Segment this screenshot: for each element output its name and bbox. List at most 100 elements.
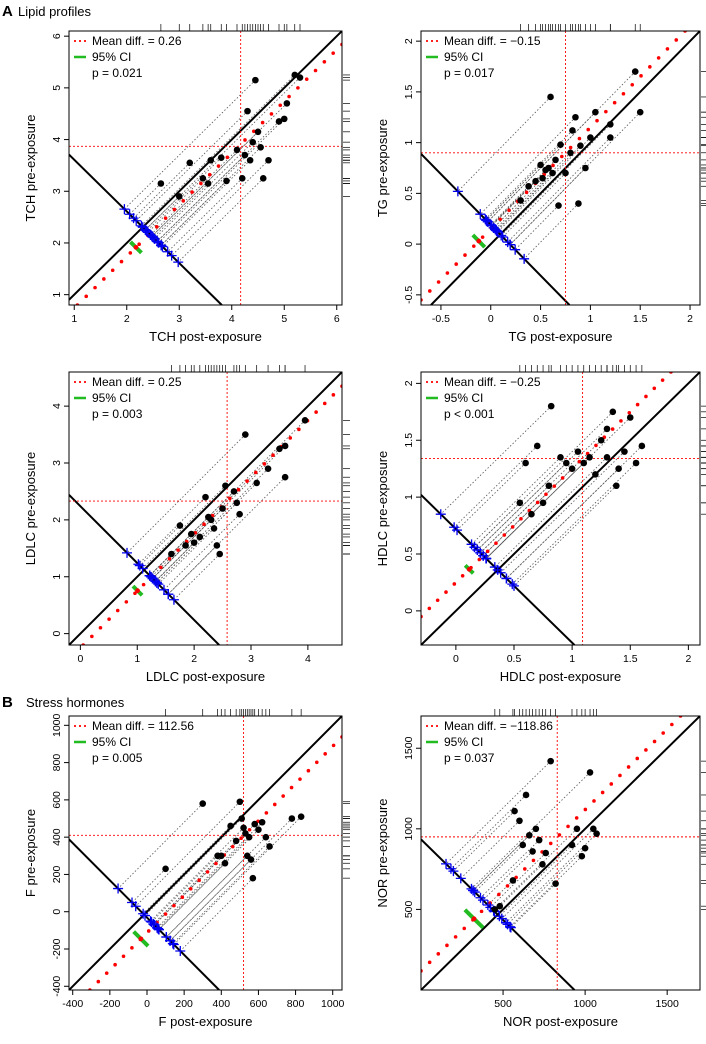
connector-line [142,825,231,915]
projection-mark [502,237,513,248]
mean-diff-dot [626,765,631,769]
x-tick-label: 500 [494,998,512,1010]
data-point [265,156,272,164]
y-tick-label: 2 [403,38,415,44]
mean-diff-dot [272,802,277,807]
mean-diff-dot [583,807,588,812]
x-axis-label: LDLC post-exposure [146,669,265,684]
data-point [581,844,589,852]
mean-diff-dot [197,878,201,883]
connector-line [160,180,227,246]
ci-mean-dot [466,566,472,572]
projection-mark [119,204,130,215]
connector-line [147,178,204,233]
plot-frame [68,715,343,991]
connector-line [151,855,218,923]
data-point [557,141,564,148]
mean-diff-dot [522,867,527,871]
mean-diff-dot [93,285,97,290]
connector-line [472,834,530,891]
x-tick-label: 0 [453,653,459,665]
connector-line [471,457,561,545]
data-point [252,76,259,84]
projection-mark [505,921,516,932]
plot-frame [68,30,343,306]
mean-diff-dot [452,582,457,586]
connector-line [509,167,586,245]
projection-mark [490,224,501,235]
mean-diff-dot [322,401,327,406]
y-tick-label: 0 [51,631,63,637]
mean-diff-dot [146,929,151,933]
mean-diff-dot [661,731,665,735]
data-point [276,445,283,453]
mean-diff-dot [498,217,503,222]
y-tick-label: 1000 [51,713,63,737]
x-tick-label: 200 [175,998,193,1010]
x-tick-label: 5 [281,313,287,325]
x-tick-label: 800 [287,998,305,1010]
connector-line [162,159,251,247]
data-point [258,818,266,826]
y-tick-label: 5 [51,85,63,91]
mean-diff-dot [228,496,232,501]
mean-diff-dot [288,436,293,440]
projection-mark [466,883,477,894]
y-tick-label: 4 [51,136,63,142]
mean-diff-dot [462,926,467,931]
y-tick-label: 400 [51,828,63,846]
connector-line [511,462,637,585]
identity-line [69,372,342,645]
mean-diff-dot [445,943,449,948]
connector-line [506,468,619,579]
connector-line [460,820,520,879]
connector-line [490,852,547,908]
mean-diff-dot [163,912,168,916]
x-tick-label: 1 [134,653,140,665]
x-tick-label: 1 [587,313,593,325]
y-tick-label: 2 [403,380,415,386]
data-point [582,164,589,172]
y-axis-label: F pre-exposure [23,809,38,897]
mean-diff-dot [436,952,441,956]
mean-diff-dot [269,112,274,116]
mean-diff-dot [427,960,432,965]
mean-diff-dot [557,833,562,837]
data-point [547,757,554,765]
connector-line [497,137,591,233]
mean-diff-dot [665,47,670,51]
mean-diff-dot [531,858,536,863]
legend-mean-label: Mean diff. = −118.86 [444,719,553,733]
y-tick-label: 1 [403,140,415,146]
mean-diff-dot [205,870,210,874]
legend-mean-label: Mean diff. = −0.25 [444,375,541,389]
connector-line [163,513,240,591]
anti-diagonal-line [69,838,220,990]
data-point [547,402,555,410]
data-point [574,448,582,455]
connector-line [173,816,302,945]
projection-mark [152,922,163,933]
data-point [249,874,257,882]
data-point [532,177,539,185]
data-point [547,93,554,101]
data-point [603,425,611,433]
connector-line [477,451,579,551]
x-tick-label: 2 [687,313,693,325]
mean-diff-dot [612,100,617,105]
projection-mark [455,873,466,884]
x-tick-label: -200 [99,998,120,1010]
connector-line [171,159,269,256]
mean-diff-dot [243,138,247,142]
connector-line [501,828,594,919]
mean-diff-dot [163,216,168,220]
data-point [607,134,614,141]
mean-diff-dot [181,198,186,203]
mean-diff-dot [115,608,120,613]
x-tick-label: 0.5 [507,653,522,665]
x-tick-label: 3 [176,313,182,325]
plot-area [69,31,342,305]
legend-mean-label: Mean diff. = 112.56 [92,719,194,733]
projection-mark [481,215,492,226]
connector-line [167,545,218,595]
